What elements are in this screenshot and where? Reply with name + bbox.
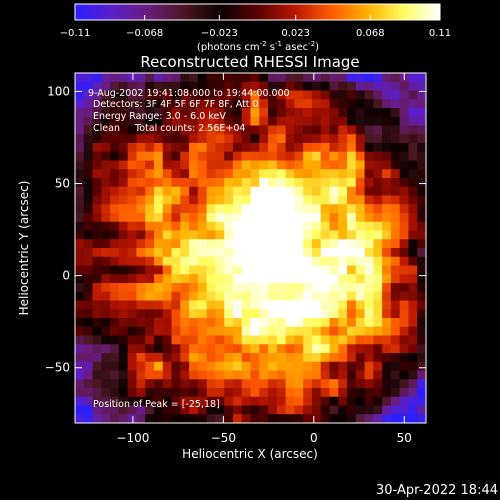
y-axis-title: Heliocentric Y (arcsec) (17, 181, 31, 316)
x-tick-label: −100 (116, 431, 149, 445)
time-range-label: 9-Aug-2002 19:41:08.000 to 19:44:00.000 (88, 88, 290, 99)
colorbar-tick-label: −0.068 (126, 28, 163, 39)
colorbar-ticks: −0.11 −0.068 −0.023 0.023 0.068 0.11 (60, 15, 451, 39)
peak-position-label: Position of Peak = [-25,18] (93, 399, 220, 410)
y-tick-label: 50 (55, 177, 70, 191)
axes: −100 −50 0 50 −50 0 50 100 (45, 73, 426, 445)
colorbar-tick-label: 0.11 (429, 28, 451, 39)
timestamp-label: 30-Apr-2022 18:44 (376, 483, 498, 498)
colorbar-tick-label: 0.023 (281, 28, 310, 39)
colorbar-tick-label: −0.11 (60, 28, 91, 39)
x-tick-label: 0 (310, 431, 318, 445)
x-tick-label: 50 (397, 431, 412, 445)
colorbar (74, 3, 441, 21)
energy-range-label: Energy Range: 3.0 - 6.0 keV (93, 111, 226, 122)
plot-frame (74, 72, 427, 424)
colorbar-unit-label: (photons cm-2 s-1 asec-2) (197, 40, 319, 53)
colorbar-tick-label: 0.068 (356, 28, 385, 39)
x-tick-label: −50 (211, 431, 236, 445)
y-tick-label: 0 (62, 269, 70, 283)
y-tick-label: −50 (45, 361, 70, 375)
y-tick-label: 100 (47, 84, 70, 98)
heatmap-image (75, 73, 426, 423)
colorbar-tick-label: −0.023 (201, 28, 238, 39)
chart-title: Reconstructed RHESSI Image (140, 53, 359, 71)
clean-counts-label: Clean Total counts: 2.56E+04 (93, 123, 245, 134)
detectors-label: Detectors: 3F 4F 5F 6F 7F 8F, Att 0 (93, 99, 259, 110)
x-axis-title: Heliocentric X (arcsec) (182, 447, 318, 461)
